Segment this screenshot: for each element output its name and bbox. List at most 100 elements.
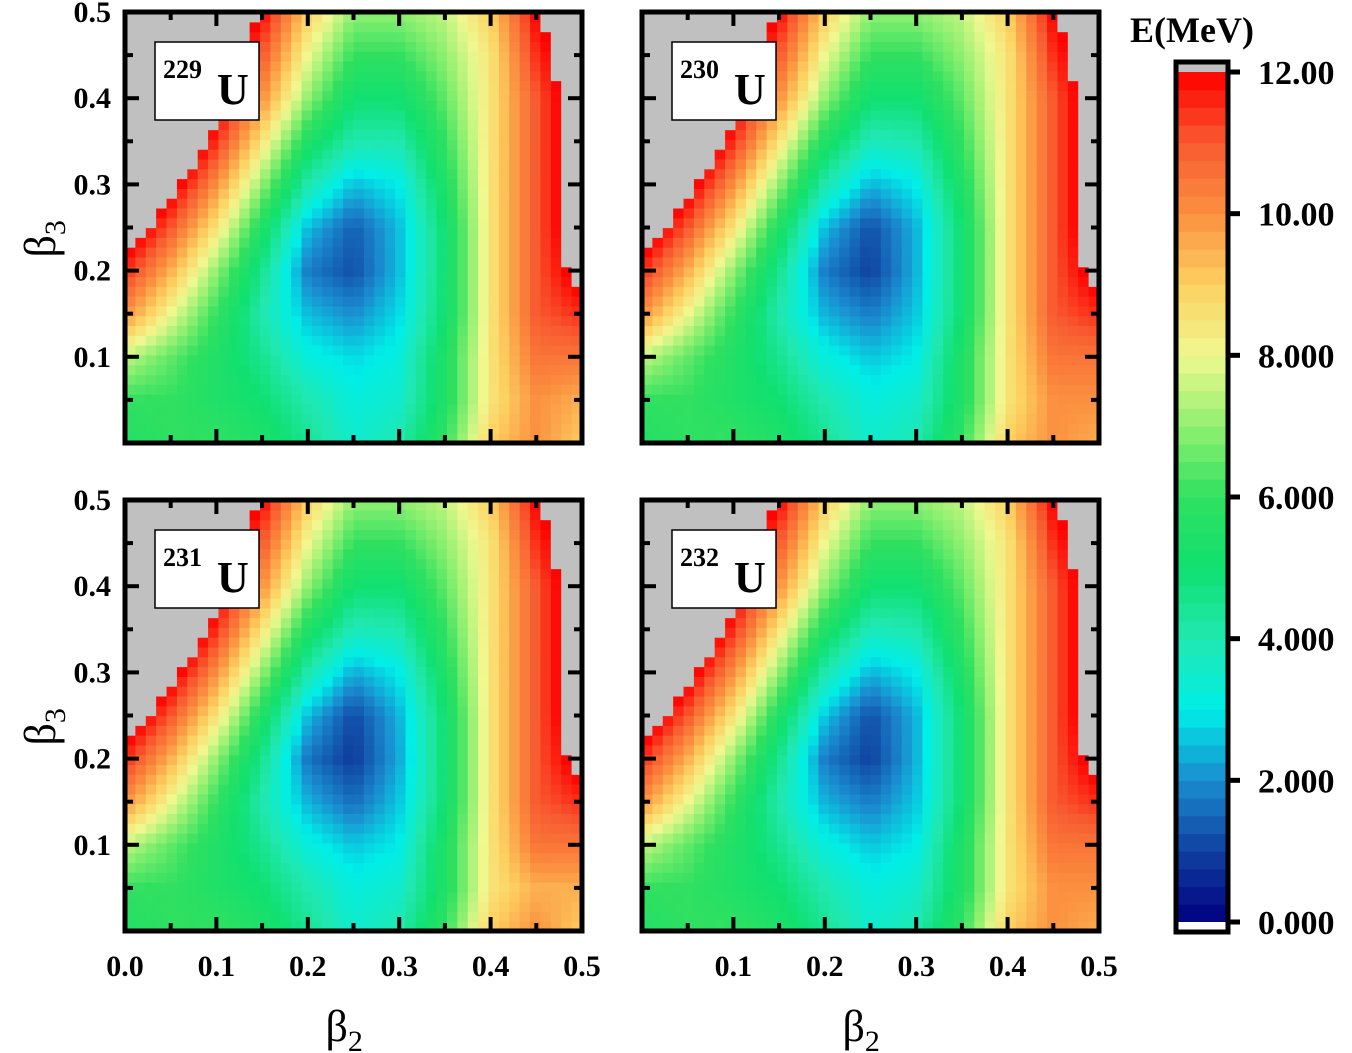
heatmap-cell bbox=[550, 158, 562, 170]
heatmap-cell bbox=[125, 519, 136, 530]
heatmap-cell bbox=[208, 891, 220, 903]
heatmap-cell bbox=[683, 403, 695, 415]
heatmap-cell bbox=[446, 60, 458, 72]
heatmap-cell bbox=[405, 60, 417, 72]
heatmap-cell bbox=[353, 354, 365, 366]
heatmap-cell bbox=[353, 921, 365, 932]
heatmap-cell bbox=[912, 70, 924, 82]
heatmap-cell bbox=[1036, 207, 1048, 219]
heatmap-cell bbox=[974, 266, 986, 278]
heatmap-cell bbox=[135, 568, 147, 579]
heatmap-cell bbox=[446, 335, 458, 346]
heatmap-cell bbox=[301, 345, 313, 356]
heatmap-cell bbox=[880, 41, 892, 52]
heatmap-cell bbox=[901, 207, 913, 219]
heatmap-cell bbox=[228, 911, 240, 922]
heatmap-cell bbox=[280, 335, 292, 346]
heatmap-cell bbox=[953, 139, 965, 150]
heatmap-cell bbox=[766, 384, 778, 395]
heatmap-cell bbox=[270, 793, 282, 805]
heatmap-cell bbox=[187, 207, 199, 219]
heatmap-cell bbox=[777, 227, 789, 238]
heatmap-cell bbox=[550, 364, 562, 376]
heatmap-cell bbox=[974, 364, 986, 376]
heatmap-cell bbox=[218, 803, 230, 815]
heatmap-cell bbox=[839, 305, 851, 317]
heatmap-cell bbox=[849, 158, 861, 170]
heatmap-cell bbox=[714, 305, 726, 317]
heatmap-cell bbox=[311, 676, 323, 687]
heatmap-cell bbox=[860, 207, 872, 219]
heatmap-cell bbox=[353, 588, 365, 599]
heatmap-cell bbox=[208, 413, 220, 425]
heatmap-cell bbox=[1088, 31, 1100, 42]
heatmap-cell bbox=[550, 325, 562, 336]
heatmap-cell bbox=[353, 558, 365, 570]
heatmap-cell bbox=[291, 891, 303, 903]
heatmap-cell bbox=[870, 80, 882, 91]
heatmap-cell bbox=[860, 80, 872, 91]
heatmap-cell bbox=[156, 891, 168, 903]
heatmap-cell bbox=[1015, 178, 1027, 189]
heatmap-cell bbox=[228, 882, 240, 893]
heatmap-cell bbox=[530, 129, 542, 140]
heatmap-cell bbox=[280, 198, 292, 209]
heatmap-cell bbox=[963, 227, 975, 238]
heatmap-cell bbox=[218, 345, 230, 356]
heatmap-cell bbox=[1036, 374, 1048, 385]
heatmap-cell bbox=[963, 364, 975, 376]
heatmap-cell bbox=[405, 384, 417, 395]
heatmap-cell bbox=[714, 364, 726, 376]
heatmap-cell bbox=[519, 149, 531, 160]
heatmap-cell bbox=[384, 90, 396, 101]
heatmap-cell bbox=[426, 31, 438, 42]
heatmap-cell bbox=[519, 70, 531, 82]
heatmap-cell bbox=[363, 296, 375, 307]
heatmap-cell bbox=[652, 178, 664, 189]
heatmap-cell bbox=[509, 394, 521, 405]
heatmap-cell bbox=[291, 80, 303, 91]
heatmap-cell bbox=[332, 744, 344, 756]
heatmap-cell bbox=[478, 247, 490, 258]
heatmap-cell bbox=[1088, 90, 1100, 101]
heatmap-cell bbox=[797, 354, 809, 366]
heatmap-cell bbox=[280, 735, 292, 746]
heatmap-cell bbox=[488, 158, 500, 170]
heatmap-cell bbox=[673, 139, 685, 150]
heatmap-cell bbox=[1078, 247, 1090, 258]
heatmap-cell bbox=[446, 354, 458, 366]
heatmap-cell bbox=[1005, 178, 1017, 189]
heatmap-cell bbox=[488, 51, 500, 62]
heatmap-cell bbox=[405, 178, 417, 189]
heatmap-cell bbox=[1015, 374, 1027, 385]
heatmap-cell bbox=[125, 364, 136, 376]
heatmap-cell bbox=[974, 207, 986, 219]
heatmap-cell bbox=[395, 70, 407, 82]
heatmap-cell bbox=[426, 51, 438, 62]
heatmap-cell bbox=[540, 345, 552, 356]
heatmap-cell bbox=[662, 433, 674, 444]
heatmap-cell bbox=[156, 237, 168, 248]
heatmap-cell bbox=[405, 70, 417, 82]
heatmap-cell bbox=[1026, 227, 1038, 238]
y-axis-label: β3 bbox=[16, 220, 72, 257]
heatmap-cell bbox=[891, 207, 903, 219]
heatmap-cell bbox=[901, 70, 913, 82]
heatmap-cell bbox=[922, 286, 934, 297]
heatmap-cell bbox=[808, 129, 820, 140]
heatmap-cell bbox=[561, 207, 573, 219]
heatmap-cell bbox=[963, 276, 975, 287]
heatmap-cell bbox=[249, 774, 261, 785]
heatmap-cell bbox=[135, 256, 147, 268]
heatmap-cell bbox=[498, 403, 510, 415]
heatmap-cell bbox=[156, 266, 168, 278]
heatmap-cell bbox=[322, 578, 334, 589]
heatmap-cell bbox=[870, 345, 882, 356]
heatmap-cell bbox=[1057, 247, 1069, 258]
heatmap-cell bbox=[260, 500, 272, 511]
heatmap-cell bbox=[1078, 41, 1090, 52]
heatmap-cell bbox=[787, 286, 799, 297]
heatmap-cell bbox=[384, 168, 396, 180]
heatmap-cell bbox=[519, 296, 531, 307]
heatmap-cell bbox=[374, 266, 386, 278]
